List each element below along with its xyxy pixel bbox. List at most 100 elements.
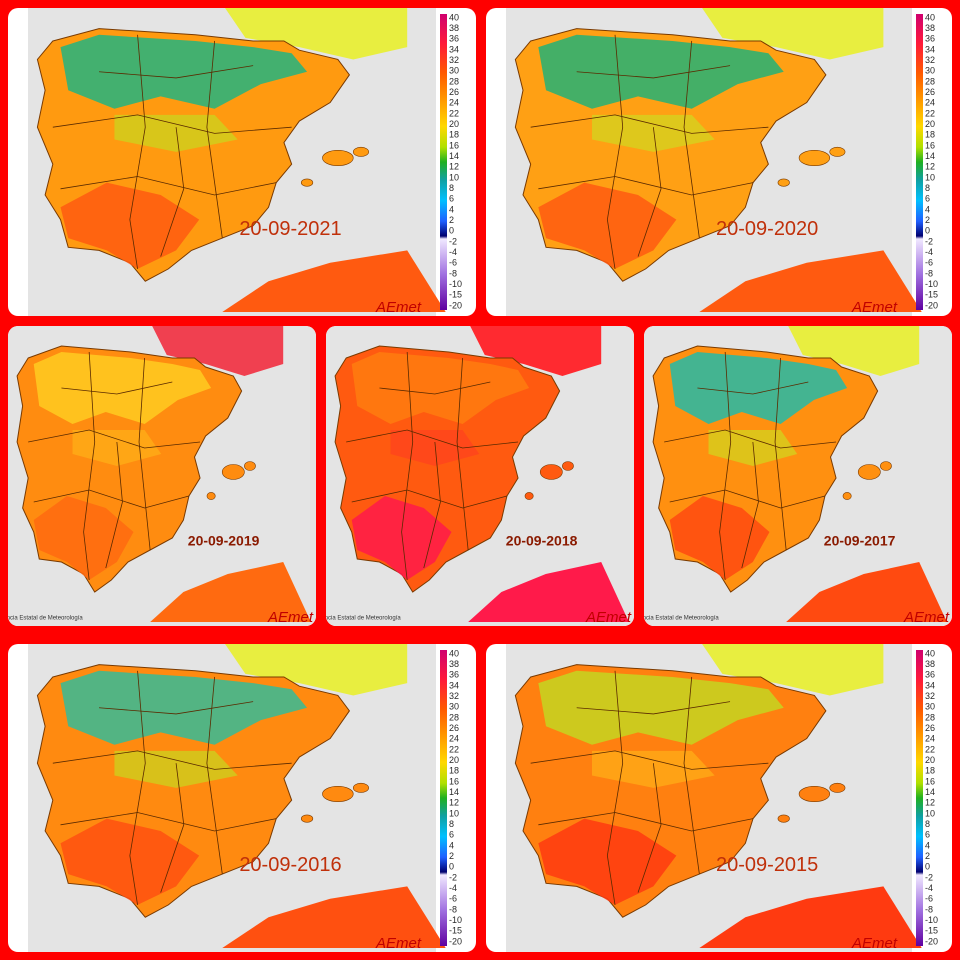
africa — [222, 886, 446, 948]
logo: AEmet — [851, 935, 898, 952]
province-line — [34, 490, 189, 508]
map — [515, 644, 922, 948]
legend-label: 4 — [449, 840, 454, 850]
date-label: 20-09-2015 — [716, 854, 818, 876]
legend-label: 14 — [449, 151, 459, 161]
south-zone — [669, 496, 770, 580]
south-zone — [60, 818, 200, 905]
legend-label: 4 — [925, 840, 930, 850]
legend-label: 18 — [449, 766, 459, 776]
island — [353, 783, 368, 792]
legend-label: 28 — [449, 76, 459, 86]
map-panel: AEmet20-09-20214038363432302826242220181… — [8, 8, 476, 316]
legend-label: 24 — [925, 734, 935, 744]
south-zone — [33, 496, 134, 580]
date-label: 20-09-2017 — [824, 533, 896, 549]
legend-label: 26 — [925, 723, 935, 733]
island — [322, 150, 353, 165]
legend-label: 36 — [925, 34, 935, 44]
island — [778, 179, 790, 186]
legend-label: 32 — [449, 55, 459, 65]
legend-label: 6 — [925, 194, 930, 204]
north-zone — [60, 670, 308, 745]
legend-label: -4 — [449, 247, 457, 257]
map-panel: AEmet Agencia Estatal de Meteorología 20-0… — [644, 326, 952, 626]
legend-label: 6 — [449, 194, 454, 204]
province-line — [352, 490, 507, 508]
island — [540, 465, 562, 480]
map — [17, 326, 311, 622]
south-zone — [351, 496, 452, 580]
province-line — [638, 127, 661, 256]
legend-label: 6 — [449, 830, 454, 840]
date-label: 20-09-2020 — [716, 218, 818, 240]
island — [562, 462, 573, 471]
logo: AEmet — [375, 935, 422, 952]
province-line — [139, 358, 150, 550]
island — [830, 783, 845, 792]
province-line — [607, 35, 622, 269]
island — [880, 462, 891, 471]
legend-label: 2 — [449, 215, 454, 225]
legend-label: 16 — [449, 140, 459, 150]
map-panel: AEmet Agencia Estatal de Meteorología 20-0… — [326, 326, 634, 626]
legend-label: -10 — [925, 279, 938, 289]
province-line — [607, 671, 622, 905]
map — [515, 8, 922, 312]
south-zone — [538, 182, 677, 269]
date-label: 20-09-2016 — [239, 854, 341, 876]
legend-label: 24 — [449, 734, 459, 744]
legend-label: 26 — [449, 87, 459, 97]
legend-label: -4 — [449, 883, 457, 893]
legend-label: 2 — [449, 851, 454, 861]
legend-label: 28 — [925, 76, 935, 86]
legend-label: 38 — [449, 659, 459, 669]
province-line — [161, 763, 184, 892]
legend-label: 20 — [449, 119, 459, 129]
island — [353, 147, 368, 156]
province-line — [684, 41, 699, 238]
legend-label: 2 — [925, 215, 930, 225]
province-line — [457, 358, 468, 550]
legend-label: -6 — [925, 258, 933, 268]
province-line — [697, 382, 808, 394]
map-panel: AEmet20-09-20204038363432302826242220181… — [486, 8, 952, 316]
footer: Agencia Estatal de Meteorología — [0, 616, 83, 622]
province-line — [207, 677, 222, 874]
africa — [222, 250, 446, 312]
legend-label: 8 — [449, 183, 454, 193]
map — [37, 8, 446, 312]
legend-label: 22 — [449, 108, 459, 118]
france — [699, 644, 884, 696]
province-line — [28, 430, 200, 448]
legend-label: 30 — [925, 66, 935, 76]
africa — [699, 250, 922, 312]
legend-label: 10 — [925, 808, 935, 818]
legend-label: -8 — [925, 904, 933, 914]
legend-label: 8 — [925, 819, 930, 829]
date-label: 20-09-2019 — [188, 533, 260, 549]
legend-label: 20 — [449, 755, 459, 765]
legend-label: -8 — [449, 268, 457, 278]
legend-label: 16 — [449, 776, 459, 786]
france — [468, 326, 602, 376]
legend-label: 14 — [925, 787, 935, 797]
legend-label: 16 — [925, 140, 935, 150]
legend-label: 38 — [925, 659, 935, 669]
map-area: AEmet — [28, 644, 446, 952]
map-area: AEmet Agencia Estatal de Meteorología — [326, 326, 634, 626]
legend-label: 14 — [449, 787, 459, 797]
legend-label: 0 — [449, 226, 454, 236]
map-panel: AEmet Agencia Estatal de Meteorología 20-0… — [0, 326, 316, 626]
province-line — [53, 115, 292, 133]
island — [322, 786, 353, 801]
legend-label: 30 — [449, 702, 459, 712]
north-zone — [669, 352, 848, 424]
island — [843, 492, 851, 499]
map-area: AEmet Agencia Estatal de Meteorología — [0, 326, 316, 626]
legend-label: 4 — [925, 204, 930, 214]
logo: AEmet — [267, 609, 314, 626]
legend-label: -2 — [449, 872, 457, 882]
legend-label: 10 — [449, 808, 459, 818]
